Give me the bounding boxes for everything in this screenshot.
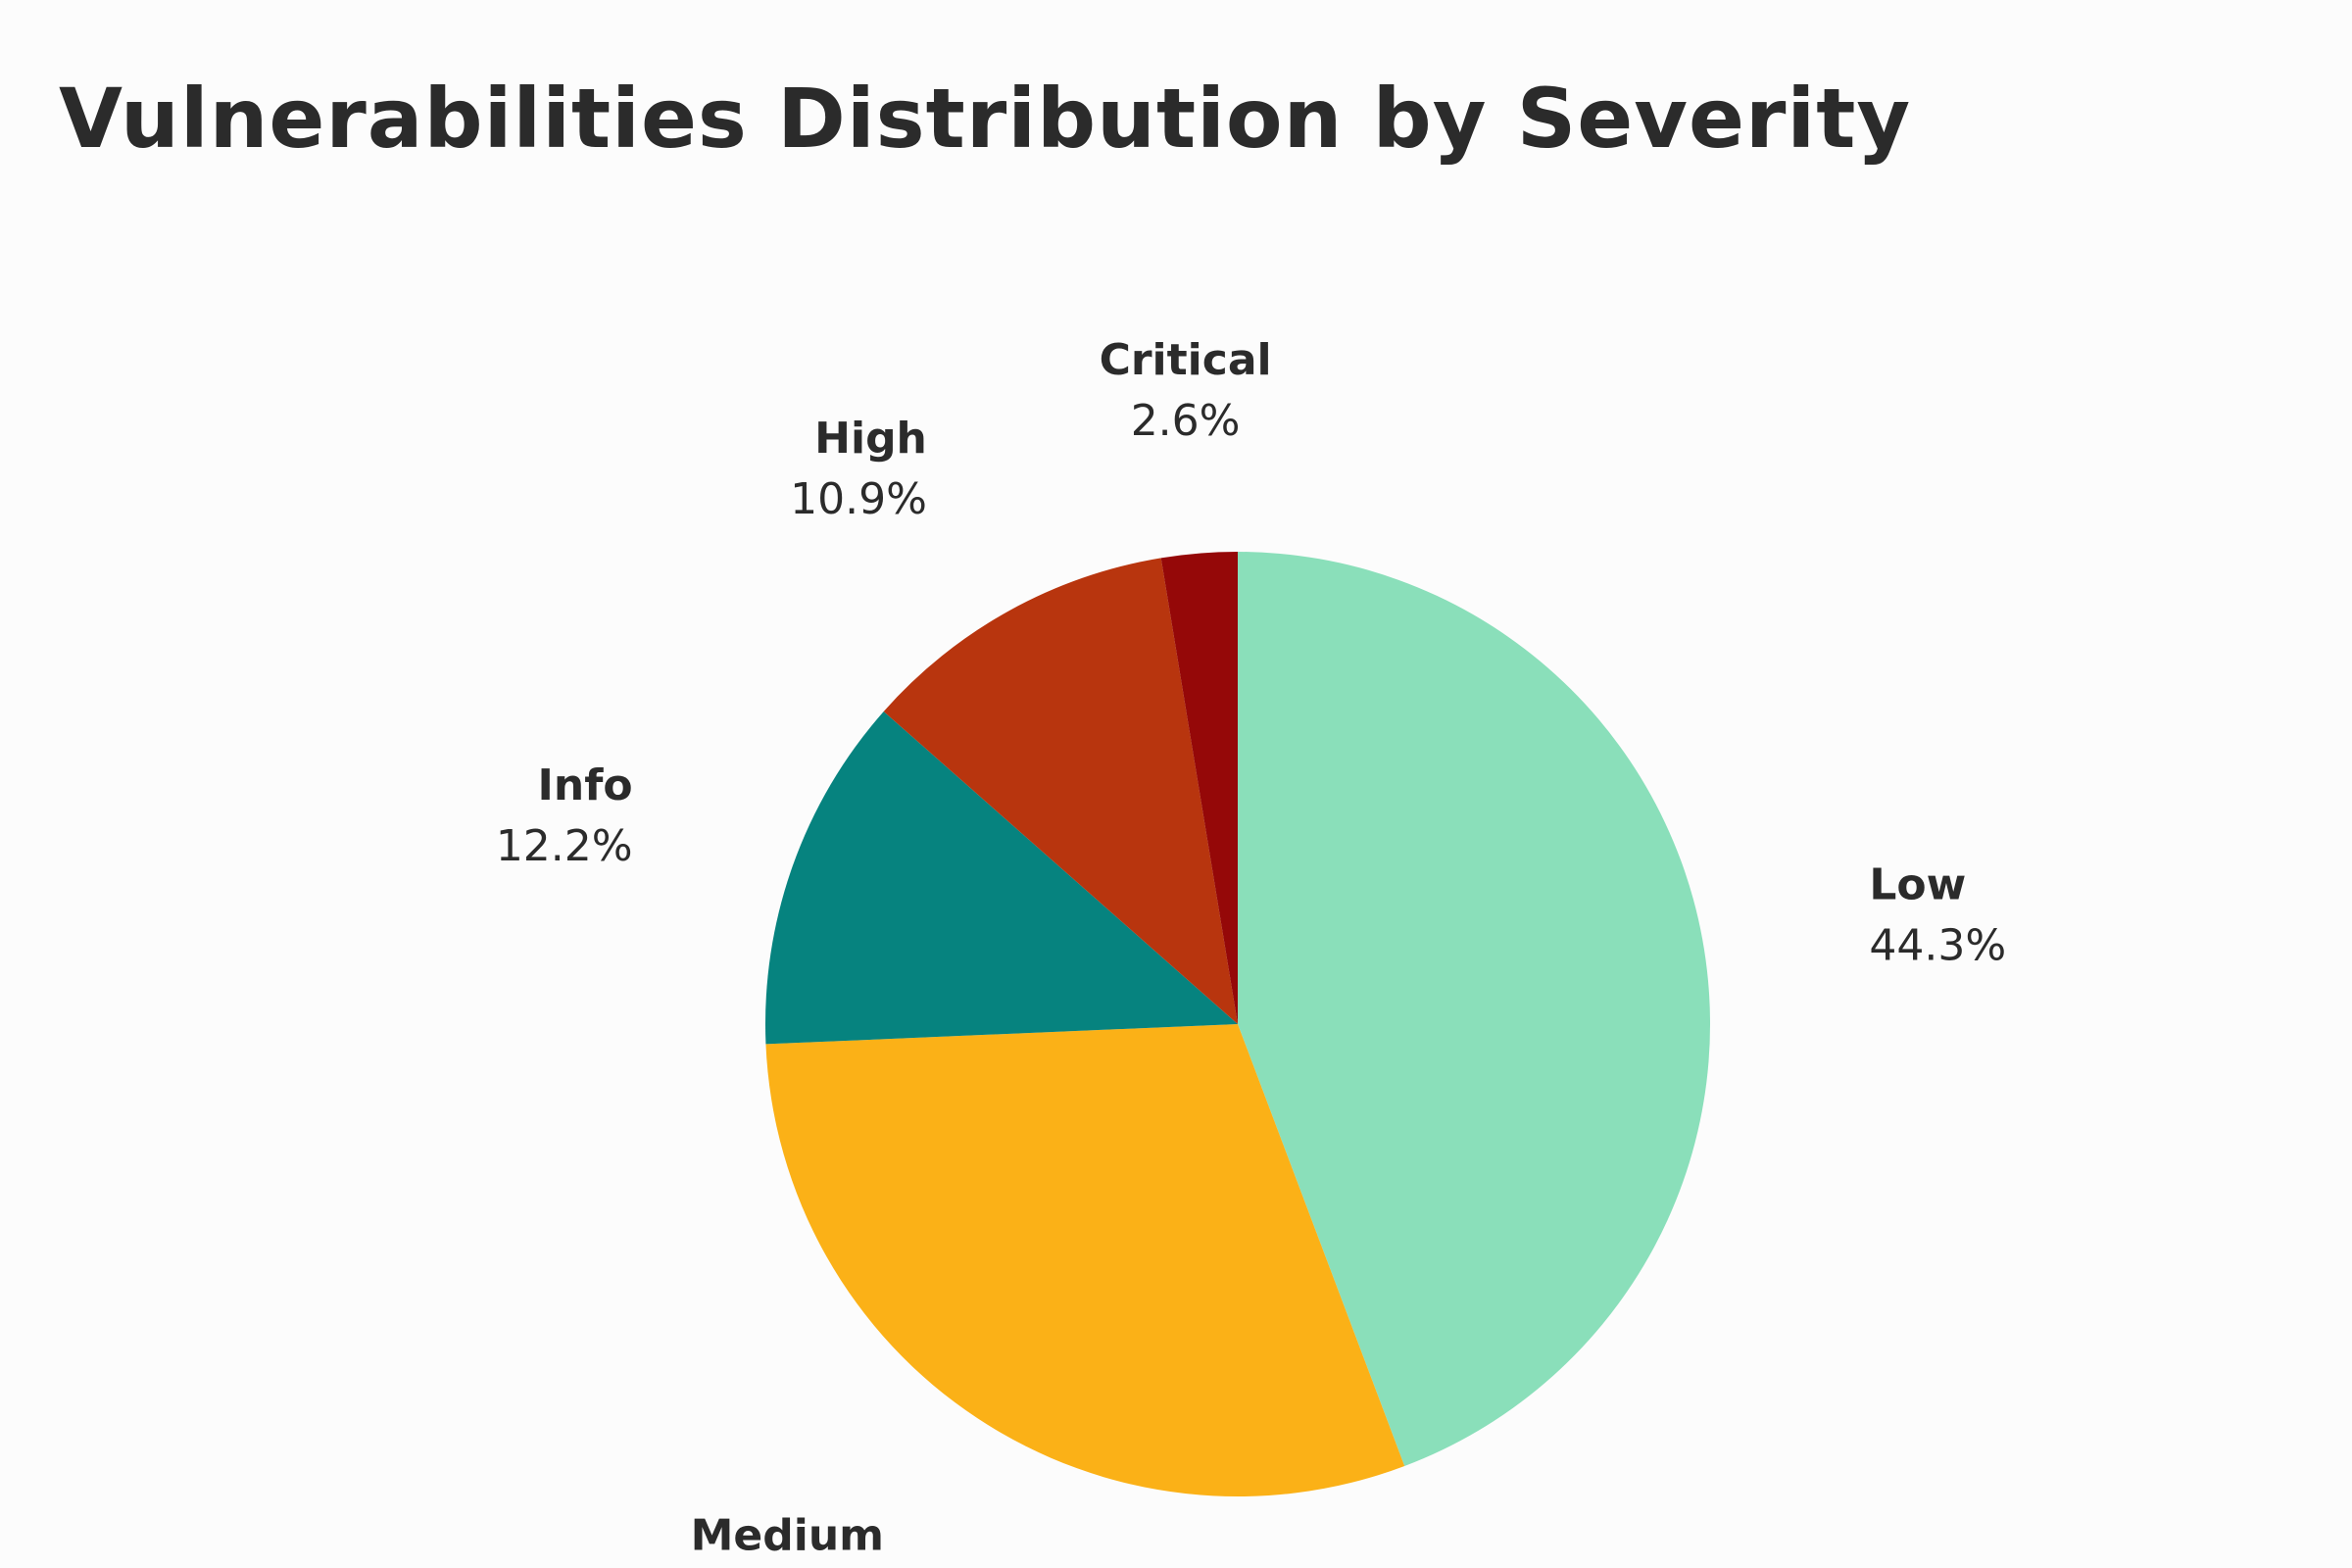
slice-label-info: Info bbox=[538, 760, 633, 810]
slice-value-info: 12.2% bbox=[496, 821, 633, 871]
pie-slice-high bbox=[883, 558, 1238, 1024]
pie-slice-low bbox=[1238, 552, 1711, 1466]
slice-label-critical: Critical bbox=[1100, 335, 1272, 385]
slice-value-critical: 2.6% bbox=[1131, 396, 1241, 446]
pie-labels: Low44.3%Medium30.1%Info12.2%High10.9%Cri… bbox=[496, 335, 2006, 1561]
slice-value-high: 10.9% bbox=[790, 474, 927, 524]
slice-label-high: High bbox=[814, 414, 927, 464]
pie-slice-medium bbox=[765, 1024, 1405, 1497]
slice-label-medium: Medium bbox=[691, 1511, 884, 1561]
chart-title: Vulnerabilities Distribution by Severity bbox=[59, 71, 1912, 167]
pie-slice-info bbox=[764, 710, 1238, 1045]
pie-slice-critical bbox=[1160, 552, 1238, 1024]
slice-value-low: 44.3% bbox=[1869, 920, 2006, 970]
slice-label-low: Low bbox=[1869, 859, 1966, 909]
pie-slices bbox=[764, 552, 1711, 1497]
